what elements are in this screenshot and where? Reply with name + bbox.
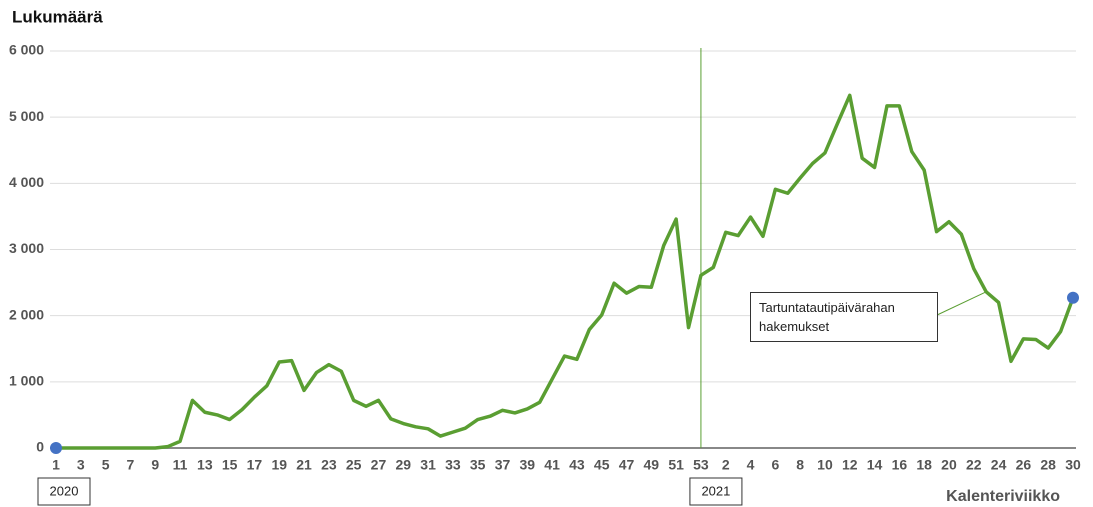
y-tick-label: 0 (36, 439, 44, 455)
x-tick-label: 10 (817, 457, 833, 473)
x-tick-label: 15 (222, 457, 238, 473)
y-tick-label: 2 000 (9, 306, 44, 322)
x-tick-label: 14 (867, 457, 883, 473)
x-axis-title: Kalenteriviikko (946, 488, 1060, 505)
x-tick-label: 1 (52, 457, 60, 473)
y-tick-label: 6 000 (9, 42, 44, 58)
y-tick-label: 3 000 (9, 240, 44, 256)
end-marker (50, 442, 62, 454)
x-tick-label: 9 (151, 457, 159, 473)
data-line (56, 93, 1075, 450)
x-tick-label: 43 (569, 457, 585, 473)
period-label: 2021 (701, 483, 730, 498)
x-tick-label: 45 (594, 457, 610, 473)
x-tick-label: 30 (1065, 457, 1081, 473)
period-box (37, 477, 91, 506)
x-tick-label: 31 (420, 457, 436, 473)
x-tick-label: 49 (644, 457, 660, 473)
x-tick-label: 25 (346, 457, 362, 473)
x-tick-label: 2 (722, 457, 730, 473)
x-tick-label: 37 (495, 457, 511, 473)
x-tick-label: 6 (771, 457, 779, 473)
period-label: 2020 (50, 483, 79, 498)
x-tick-label: 18 (916, 457, 932, 473)
end-marker (1067, 291, 1079, 304)
x-tick-label: 29 (395, 457, 411, 473)
y-tick-label: 5 000 (9, 108, 44, 124)
x-tick-label: 41 (544, 457, 560, 473)
y-tick-label: 1 000 (9, 373, 44, 389)
x-tick-label: 39 (520, 457, 536, 473)
x-tick-label: 24 (991, 457, 1007, 473)
x-tick-label: 47 (619, 457, 635, 473)
x-tick-label: 22 (966, 457, 982, 473)
label-leader (934, 291, 987, 317)
x-tick-label: 21 (296, 457, 312, 473)
x-tick-label: 20 (941, 457, 957, 473)
x-tick-label: 12 (842, 457, 858, 473)
x-tick-label: 5 (102, 457, 110, 473)
x-tick-label: 16 (892, 457, 908, 473)
period-box (689, 477, 743, 506)
x-tick-label: 35 (470, 457, 486, 473)
y-tick-label: 4 000 (9, 174, 44, 190)
x-tick-label: 3 (77, 457, 85, 473)
x-tick-label: 19 (271, 457, 287, 473)
x-tick-label: 23 (321, 457, 337, 473)
series-label: Tartuntatautipäivärahan hakemukset (750, 292, 938, 342)
x-tick-label: 11 (173, 457, 188, 473)
x-tick-label: 13 (197, 457, 213, 473)
x-tick-label: 28 (1040, 457, 1056, 473)
x-tick-label: 33 (445, 457, 461, 473)
x-tick-label: 8 (796, 457, 804, 473)
x-tick-label: 7 (127, 457, 135, 473)
x-tick-label: 51 (668, 457, 684, 473)
x-tick-label: 26 (1016, 457, 1032, 473)
x-tick-label: 53 (693, 457, 709, 473)
x-tick-label: 17 (247, 457, 263, 473)
y-axis-title: Lukumäärä (12, 7, 103, 26)
x-tick-label: 27 (371, 457, 387, 473)
x-tick-label: 4 (747, 457, 755, 473)
